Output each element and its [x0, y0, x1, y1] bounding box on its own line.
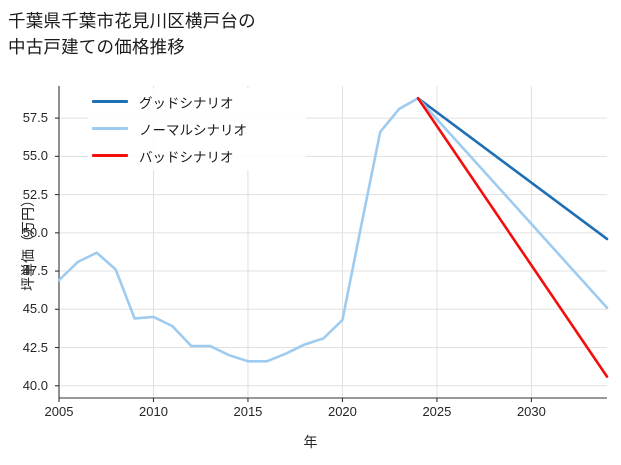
x-tick-label: 2025 [422, 404, 452, 419]
y-tick-label: 40.0 [22, 377, 48, 393]
page-title: 千葉県千葉市花見川区横戸台の 中古戸建ての価格推移 [8, 11, 256, 57]
legend-swatch-normal [92, 126, 128, 131]
legend-label-normal: ノーマルシナリオ [139, 122, 247, 138]
y-tick-label: 47.5 [22, 263, 48, 279]
legend-item-bad: バッドシナリオ [88, 142, 306, 169]
x-tick-label: 2010 [139, 404, 168, 419]
y-tick-label: 45.0 [22, 301, 48, 317]
x-tick-label: 2030 [516, 404, 546, 419]
y-tick-label: 55.0 [22, 148, 48, 164]
legend-item-normal: ノーマルシナリオ [88, 115, 306, 142]
y-tick-label: 42.5 [22, 339, 48, 355]
x-tick-label: 2015 [233, 404, 263, 419]
y-tick-label: 57.5 [22, 110, 48, 126]
y-tick-label: 50.0 [22, 224, 48, 240]
legend-label-bad: バッドシナリオ [139, 149, 234, 165]
y-tick-label: 52.5 [22, 186, 48, 202]
x-tick-label: 2005 [44, 404, 74, 419]
x-tick-label: 2020 [327, 404, 357, 419]
x-axis-label: 年 [303, 434, 318, 450]
legend-label-good: グッドシナリオ [139, 95, 234, 111]
legend: グッドシナリオ ノーマルシナリオ バッドシナリオ [88, 88, 306, 170]
legend-swatch-bad [92, 153, 128, 158]
legend-swatch-good [92, 99, 128, 104]
legend-item-good: グッドシナリオ [88, 88, 306, 115]
